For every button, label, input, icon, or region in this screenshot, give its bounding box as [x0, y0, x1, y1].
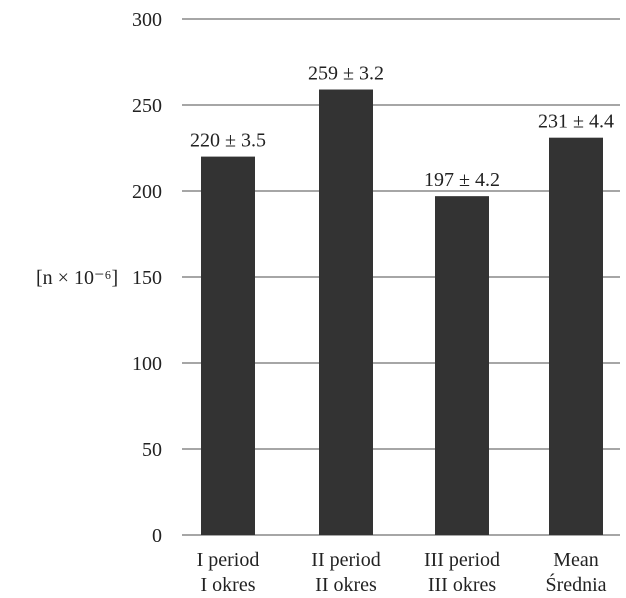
category-label: III period — [424, 549, 500, 571]
y-tick-label: 50 — [142, 439, 162, 461]
data-label: 259 ± 3.2 — [308, 63, 384, 85]
category-label: I okres — [201, 574, 256, 596]
y-tick-label: 200 — [132, 181, 162, 203]
bar — [549, 137, 603, 535]
y-tick-label: 0 — [152, 525, 162, 547]
x-axis-categories: I period I okres II period II okres III peri… — [197, 549, 607, 596]
data-label: 220 ± 3.5 — [190, 130, 266, 152]
bars — [201, 89, 603, 536]
category-label: II okres — [315, 574, 377, 596]
data-label: 197 ± 4.2 — [424, 169, 500, 191]
category-label: Średnia — [545, 572, 606, 596]
y-tick-label: 300 — [132, 9, 162, 31]
category-label: Mean — [553, 549, 599, 571]
data-label: 231 ± 4.4 — [538, 111, 614, 133]
y-axis-ticks: 0 50 100 150 200 250 300 — [132, 9, 162, 547]
y-tick-label: 250 — [132, 95, 162, 117]
category-label: I period — [197, 549, 260, 571]
category-label: II period — [311, 549, 380, 571]
y-axis-label: [n × 10⁻⁶] — [36, 267, 118, 289]
bar — [201, 156, 255, 535]
y-tick-label: 100 — [132, 353, 162, 375]
data-labels: 220 ± 3.5 259 ± 3.2 197 ± 4.2 231 ± 4.4 — [190, 63, 614, 192]
y-tick-label: 150 — [132, 267, 162, 289]
bar — [319, 89, 373, 536]
bar — [435, 196, 489, 535]
category-label: III okres — [428, 574, 497, 596]
